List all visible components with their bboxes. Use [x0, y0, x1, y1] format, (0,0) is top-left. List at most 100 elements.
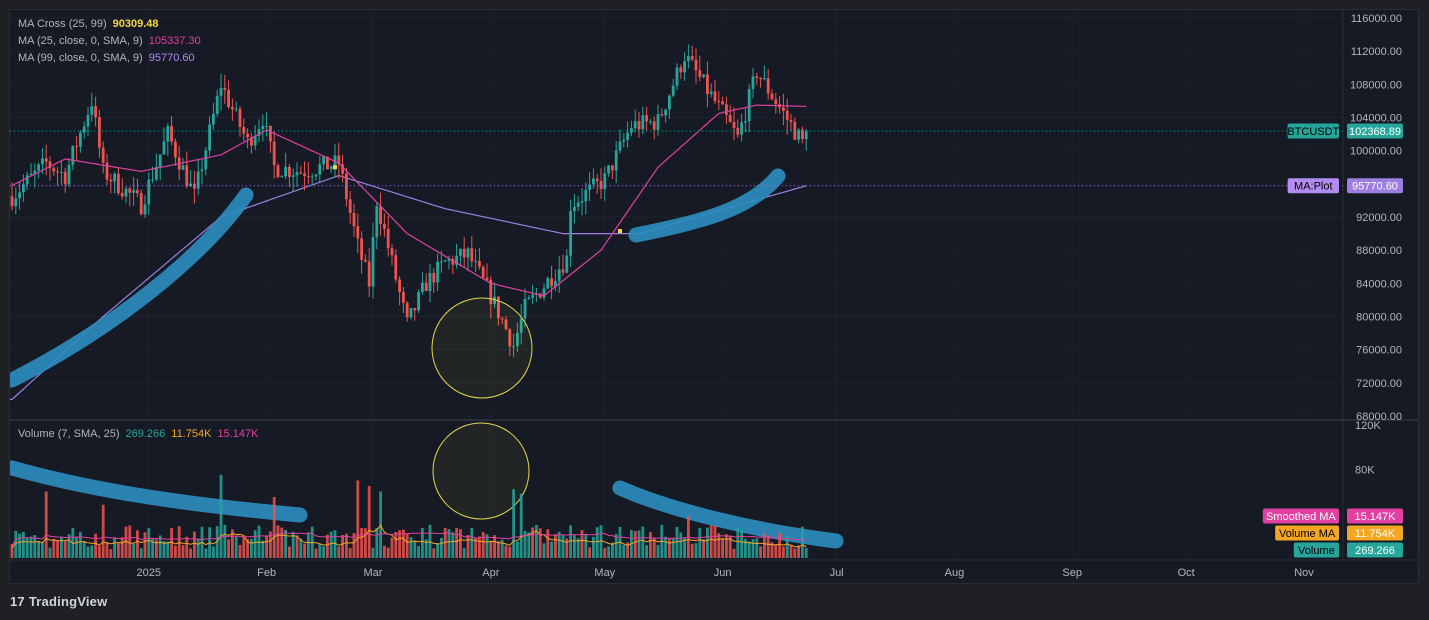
price-axis[interactable]: 116000.00 112000.00 108000.00 104000.00 1000… — [1350, 13, 1402, 476]
volume-bar — [683, 537, 686, 558]
candle-body — [212, 113, 215, 125]
time-axis[interactable]: 2025 Feb Mar Apr May Jun Jul Aug Sep Oct Nov — [137, 567, 1315, 579]
volume-bar — [314, 548, 318, 558]
highlighter-stroke — [4, 460, 308, 523]
ma-cross-marker — [618, 229, 622, 234]
candle-body — [383, 223, 386, 229]
price-tick-label: 76000.00 — [1356, 345, 1402, 357]
volume-bar — [67, 534, 71, 558]
time-tick-label: Oct — [1178, 567, 1195, 579]
candle-body — [238, 108, 242, 127]
candle-body — [276, 165, 280, 178]
volume-bar — [329, 531, 333, 558]
candle-body — [804, 131, 808, 140]
volume-bar — [105, 542, 109, 558]
volume-bar — [455, 528, 458, 558]
candle-body — [538, 293, 542, 298]
candle-body — [755, 76, 759, 78]
volume-ma-tag-value: 11.754K — [1355, 528, 1396, 540]
volume-bar — [614, 533, 618, 558]
volume-bar — [603, 547, 607, 558]
tradingview-logo[interactable]: 17 TradingView — [10, 594, 107, 609]
candle-body — [747, 88, 751, 122]
candle-body — [310, 176, 314, 178]
candle-body — [250, 137, 253, 146]
candle-body — [261, 125, 265, 129]
candle-body — [485, 277, 489, 280]
volume-bar — [519, 493, 523, 558]
smoothed-ma-tag-label: Smoothed MA — [1266, 511, 1336, 523]
candle-body — [622, 139, 626, 142]
candle-body — [474, 260, 477, 262]
volume-bar — [22, 531, 25, 558]
candle-body — [770, 93, 774, 100]
volume-bar — [352, 533, 356, 558]
volume-tick-label: 80K — [1355, 464, 1375, 476]
candle-body — [375, 206, 379, 238]
legend-ma25[interactable]: MA (25, close, 0, SMA, 9) 105337.30 — [18, 33, 201, 50]
candle-body — [269, 125, 272, 142]
candle-body — [181, 165, 185, 170]
candle-body — [550, 278, 553, 287]
candle-body — [424, 282, 428, 291]
volume-bar — [166, 541, 170, 558]
candle-body — [557, 269, 561, 282]
price-tick-label: 72000.00 — [1356, 378, 1402, 390]
volume-bar — [288, 546, 291, 558]
volume-bar — [265, 535, 268, 558]
candle-body — [569, 211, 572, 256]
volume-bar — [782, 546, 785, 558]
volume-bar — [561, 535, 565, 558]
candle-body — [44, 158, 48, 162]
volume-bar — [269, 531, 272, 558]
chart-frame[interactable]: 116000.00 112000.00 108000.00 104000.00 1000… — [4, 9, 1419, 584]
time-tick-label: Jul — [830, 567, 844, 579]
legend-ma-cross[interactable]: MA Cross (25, 99) 90309.48 — [18, 16, 201, 33]
candle-body — [379, 206, 382, 224]
volume-bar — [162, 540, 166, 558]
price-tick-label: 84000.00 — [1356, 278, 1402, 290]
candle-body — [367, 261, 371, 287]
smoothed-ma-tag-label-bg — [1262, 508, 1339, 524]
volume-bar — [345, 533, 348, 558]
volume-bar — [481, 531, 485, 558]
volume-bar — [637, 530, 641, 558]
candle-body — [322, 156, 325, 165]
chart-canvas[interactable]: 116000.00 112000.00 108000.00 104000.00 1000… — [4, 10, 1418, 583]
volume-bar — [508, 546, 512, 558]
volume-bar — [675, 526, 679, 558]
candle-body — [272, 141, 276, 166]
candle-body — [204, 150, 208, 170]
candle-body — [660, 114, 664, 116]
volume-bar — [170, 527, 173, 558]
candle-body — [721, 101, 724, 105]
volume-bar — [542, 543, 546, 558]
candle-body — [785, 110, 789, 120]
candle-body — [219, 88, 223, 96]
candle-body — [611, 165, 614, 171]
volume-bar — [447, 529, 451, 558]
legend-ma99-value: 95770.60 — [148, 52, 195, 64]
legend-volume[interactable]: Volume (7, SMA, 25) 269.266 11.754K 15.147K — [18, 426, 258, 443]
candle-body — [105, 162, 109, 180]
volume-bar — [272, 497, 276, 558]
smoothed-ma-tag: Smoothed MA 15.147K — [1262, 508, 1403, 524]
symbol-tag-label: BTCUSDT — [1287, 126, 1339, 138]
volume-bar — [747, 541, 751, 558]
candle-body — [25, 175, 29, 185]
volume-bar — [333, 530, 337, 558]
volume-bar — [679, 532, 683, 558]
volume-bar — [280, 527, 284, 558]
candle-body — [440, 261, 443, 263]
volume-bar — [364, 528, 367, 558]
candle-body — [664, 109, 667, 116]
candle-body — [774, 99, 778, 105]
volume-ma-tag-value-bg — [1347, 525, 1403, 541]
volume-bar — [573, 535, 576, 558]
volume-bar — [721, 538, 724, 558]
volume-bar — [219, 474, 223, 558]
candle-body — [352, 212, 356, 227]
candle-body — [14, 198, 18, 207]
legend-ma99[interactable]: MA (99, close, 0, SMA, 9) 95770.60 — [18, 50, 201, 67]
volume-bar — [371, 547, 375, 558]
